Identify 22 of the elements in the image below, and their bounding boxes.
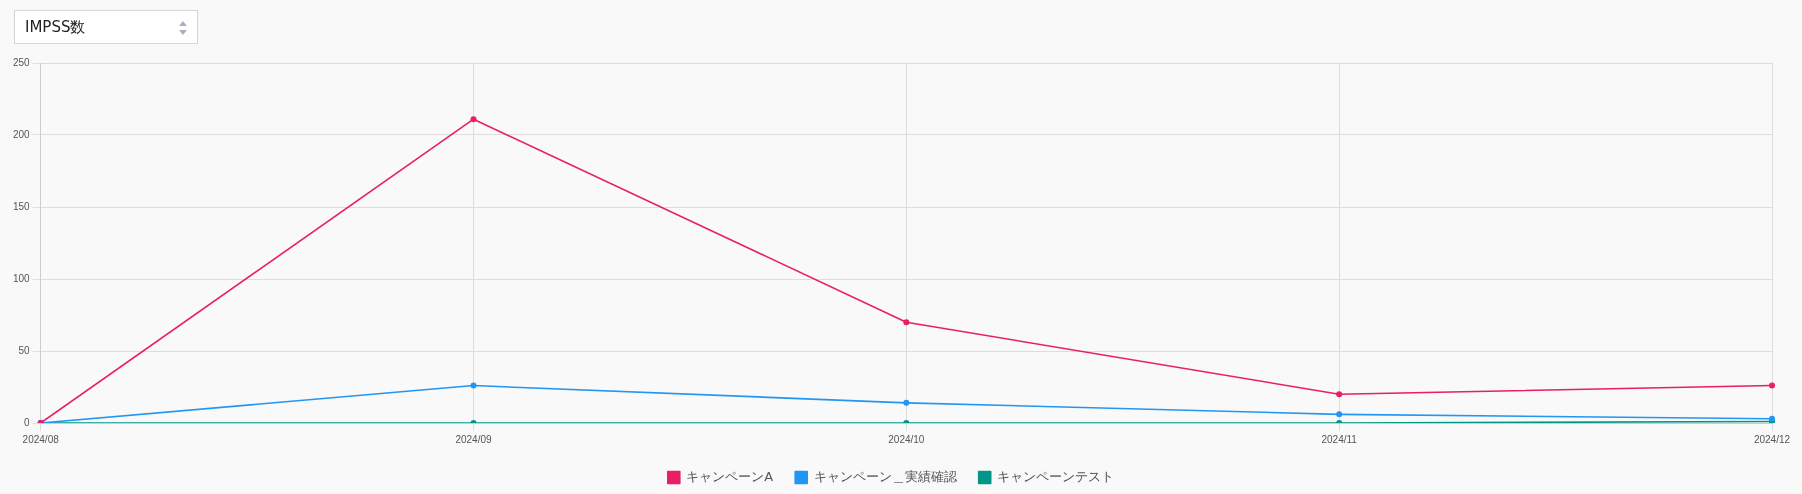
y-tick-label: 100 bbox=[13, 272, 31, 284]
point bbox=[1336, 391, 1343, 398]
x-tick-label: 2024/11 bbox=[1321, 433, 1358, 445]
y-tick-label: 50 bbox=[18, 344, 31, 356]
point bbox=[470, 116, 477, 123]
point bbox=[470, 382, 477, 389]
x-tick-label: 2024/10 bbox=[888, 433, 925, 445]
x-tick-label: 2024/12 bbox=[1753, 433, 1791, 445]
point bbox=[903, 399, 910, 406]
x-tick-label: 2024/08 bbox=[22, 433, 60, 445]
y-tick-label: 200 bbox=[13, 128, 31, 140]
point bbox=[903, 319, 910, 326]
legend-label: キャンペーン＿実績確認 bbox=[813, 468, 957, 484]
y-tick-label: 250 bbox=[13, 56, 31, 68]
y-tick-label: 0 bbox=[24, 416, 31, 428]
x-tick-label: 2024/09 bbox=[455, 433, 493, 445]
legend-label: キャンペーンA bbox=[686, 468, 774, 484]
chart-title: IMPSS数 bbox=[25, 17, 86, 37]
point bbox=[1336, 411, 1343, 418]
y-tick-label: 150 bbox=[13, 200, 31, 212]
point bbox=[1769, 382, 1775, 389]
legend-label: キャンペーンテスト bbox=[997, 468, 1115, 484]
